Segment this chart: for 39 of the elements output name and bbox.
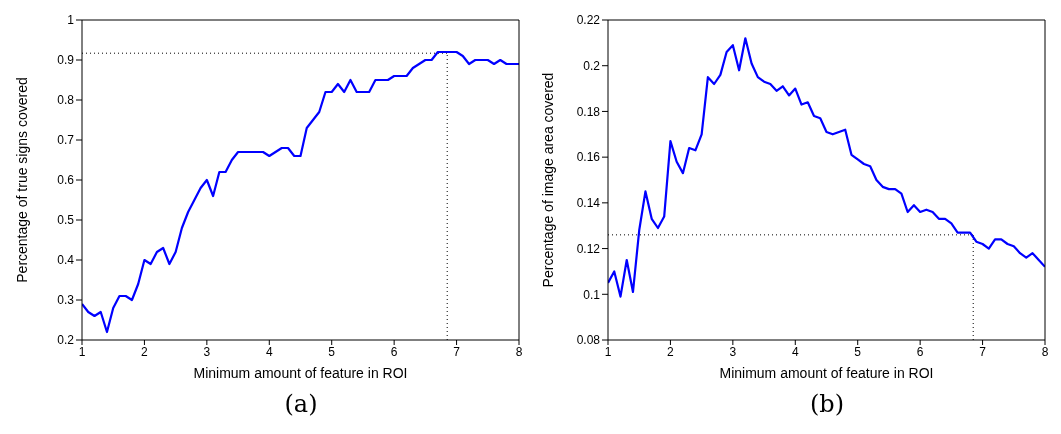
x-tick-label: 4 (791, 344, 799, 359)
y-tick-label: 0.7 (57, 133, 75, 148)
y-tick-label: 0.22 (576, 13, 601, 28)
x-tick-label: 7 (453, 344, 461, 359)
x-tick-label: 5 (328, 344, 336, 359)
y-axis-title: Percentage of image area covered (539, 72, 556, 288)
x-tick-label: 6 (390, 344, 398, 359)
y-tick-label: 0.1 (583, 287, 601, 302)
y-tick-label: 0.16 (576, 150, 601, 165)
x-axis-title: Minimum amount of feature in ROI (193, 365, 408, 381)
y-tick-label: 0.2 (583, 58, 601, 73)
x-tick-label: 8 (1041, 344, 1049, 359)
y-tick-label: 0.14 (576, 196, 601, 211)
y-tick-label: 0.9 (57, 53, 75, 68)
x-tick-label: 6 (916, 344, 924, 359)
x-tick-label: 2 (141, 344, 149, 359)
x-tick-label: 3 (729, 344, 737, 359)
y-tick-label: 0.12 (576, 241, 601, 256)
text: (a) (283, 390, 319, 418)
x-tick-label: 5 (854, 344, 862, 359)
y-tick-label: 1 (67, 13, 75, 28)
y-tick-label: 0.6 (57, 173, 75, 188)
y-axis-title: Percentage of true signs covered (13, 77, 30, 283)
text: (b) (808, 390, 846, 418)
x-tick-label: 3 (203, 344, 211, 359)
y-tick-label: 0.5 (57, 213, 75, 228)
x-tick-label: 1 (604, 344, 612, 359)
y-tick-label: 0.3 (57, 293, 75, 308)
y-tick-label: 0.2 (57, 333, 75, 348)
y-tick-label: 0.4 (57, 253, 75, 268)
y-tick-label: 0.08 (576, 333, 601, 348)
x-tick-label: 4 (265, 344, 273, 359)
x-tick-label: 2 (667, 344, 675, 359)
x-tick-label: 7 (979, 344, 987, 359)
x-tick-label: 1 (78, 344, 86, 359)
x-tick-label: 8 (515, 344, 523, 359)
y-tick-label: 0.8 (57, 93, 75, 108)
y-tick-label: 0.18 (576, 104, 601, 119)
x-axis-title: Minimum amount of feature in ROI (719, 365, 934, 381)
